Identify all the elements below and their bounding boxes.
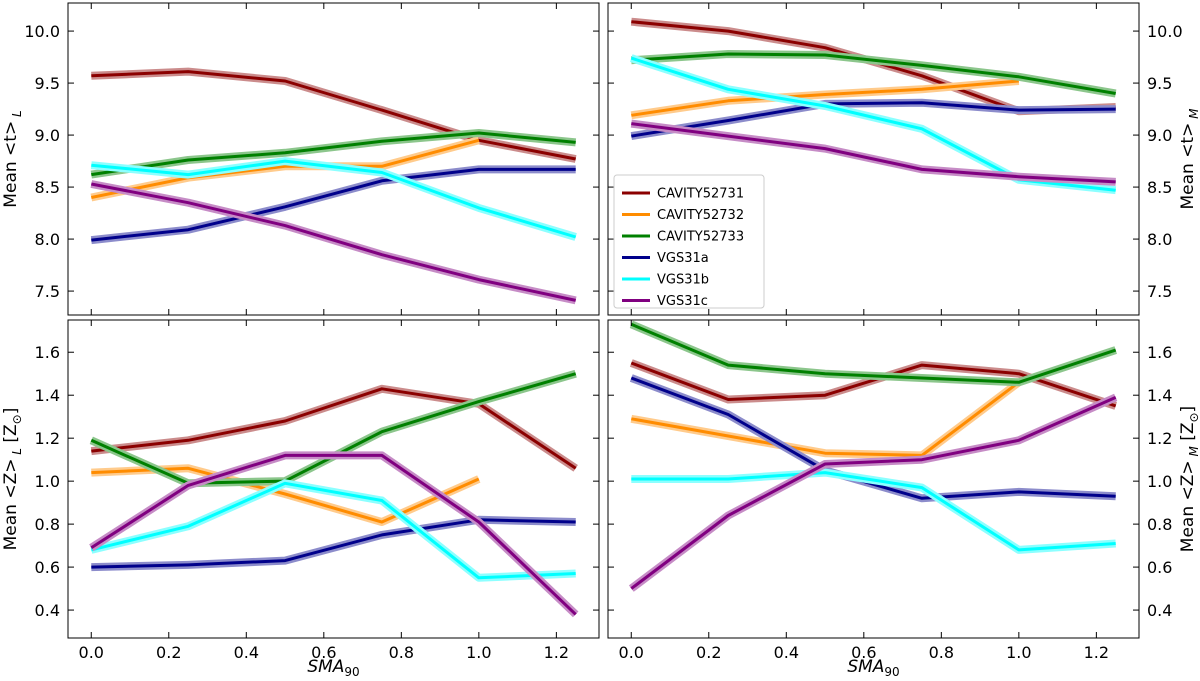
x-tick-label: 0.4 <box>774 643 799 662</box>
panel-frame <box>607 319 1140 639</box>
x-tick-label: 1.2 <box>544 643 569 662</box>
legend-label: CAVITY52732 <box>657 208 744 223</box>
line-cavity52732 <box>631 381 1020 457</box>
y-tick-label: 1.6 <box>1147 343 1172 362</box>
y-axis-label: Mean <Z> M [Z⊙] <box>1178 406 1200 552</box>
line-vgs31c <box>91 182 577 302</box>
legend-box <box>613 174 765 309</box>
x-tick-label: 0.8 <box>929 643 954 662</box>
y-tick-label: 1.6 <box>35 343 60 362</box>
x-tick-label: 1.0 <box>1006 643 1031 662</box>
legend: CAVITY52731 CAVITY52732 CAVITY52733 VGS31a V… <box>613 174 765 309</box>
y-tick-label: 0.4 <box>1147 601 1172 620</box>
x-tick-label: 0.0 <box>79 643 104 662</box>
x-axis-label: SMA90 <box>307 657 359 679</box>
y-tick-label: 9.5 <box>35 74 60 93</box>
line-cavity52731 <box>91 70 576 161</box>
x-tick-label: 0.4 <box>234 643 259 662</box>
panel-age-light: 7.5 8.0 8.5 9.0 9.5 10.0 Mean <t> L <box>1 2 600 316</box>
y-axis-label: Mean <Z> L [Z⊙] <box>1 408 24 551</box>
x-tick-label: 1.2 <box>1084 643 1109 662</box>
line-vgs31c <box>90 453 577 616</box>
y-tick-label: 0.8 <box>35 515 60 534</box>
legend-label: VGS31a <box>657 251 709 266</box>
line-vgs31c <box>631 122 1116 184</box>
y-tick-label: 0.8 <box>1147 515 1172 534</box>
panel-frame <box>67 2 600 316</box>
y-tick-label: 1.2 <box>35 429 60 448</box>
line-vgs31b <box>90 481 576 580</box>
line-vgs31a <box>91 518 576 569</box>
y-tick-label: 9.0 <box>1147 126 1172 145</box>
x-tick-label: 0.0 <box>619 643 644 662</box>
y-tick-label: 0.6 <box>1147 558 1172 577</box>
x-tick-label: 1.0 <box>466 643 491 662</box>
x-tick-label: 0.2 <box>696 643 721 662</box>
panel-metallicity-mass: 0.0 0.2 0.4 0.6 0.8 1.0 1.2 0.4 0.6 0.8 1.0 1.2 1.4 1… <box>607 319 1200 679</box>
x-tick-label: 0.6 <box>311 643 336 662</box>
y-tick-label: 8.5 <box>35 178 60 197</box>
legend-label: VGS31b <box>657 273 709 288</box>
y-tick-label: 1.4 <box>35 386 60 405</box>
line-cavity52732 <box>631 79 1019 117</box>
y-axis-label: Mean <t> L <box>1 110 24 207</box>
line-cavity52731 <box>631 20 1116 113</box>
line-cavity52731 <box>91 387 577 470</box>
y-tick-label: 10.0 <box>24 22 60 41</box>
x-tick-label: 0.6 <box>851 643 876 662</box>
y-tick-label: 8.0 <box>35 230 60 249</box>
x-tick-label: 0.2 <box>156 643 181 662</box>
y-tick-label: 0.6 <box>35 558 60 577</box>
line-vgs31a <box>91 167 576 242</box>
y-tick-label: 7.5 <box>35 282 60 301</box>
x-tick-label: 0.8 <box>389 643 414 662</box>
line-vgs31b <box>91 159 577 239</box>
line-vgs31c <box>630 396 1117 590</box>
line-cavity52733 <box>631 52 1116 95</box>
line-cavity52732 <box>90 138 480 199</box>
line-cavity52733 <box>91 131 576 177</box>
legend-label: CAVITY52733 <box>657 230 744 245</box>
legend-label: CAVITY52731 <box>657 187 744 202</box>
y-axis-label: Mean <t> M <box>1178 108 1200 210</box>
y-tick-label: 10.0 <box>1147 22 1183 41</box>
y-tick-label: 8.0 <box>1147 230 1172 249</box>
y-tick-label: 9.5 <box>1147 74 1172 93</box>
band-cavity52731 <box>629 359 1117 410</box>
line-vgs31a <box>630 376 1116 500</box>
y-tick-label: 1.0 <box>1147 472 1172 491</box>
panel-frame <box>67 319 600 639</box>
y-tick-label: 0.4 <box>35 601 60 620</box>
line-vgs31a <box>631 101 1116 138</box>
y-tick-label: 1.2 <box>1147 429 1172 448</box>
legend-label: VGS31c <box>657 294 708 309</box>
y-tick-label: 7.5 <box>1147 282 1172 301</box>
y-tick-label: 1.4 <box>1147 386 1172 405</box>
y-tick-label: 9.0 <box>35 126 60 145</box>
panel-frame <box>607 2 1140 316</box>
y-tick-label: 8.5 <box>1147 178 1172 197</box>
band-cavity52731 <box>630 17 1116 116</box>
line-cavity52733 <box>630 322 1117 384</box>
line-vgs31b <box>631 471 1116 552</box>
band-vgs31c <box>90 180 577 305</box>
x-axis-label: SMA90 <box>847 657 899 679</box>
panel-age-mass: 7.5 8.0 8.5 9.0 9.5 10.0 Mean <t> M <box>607 2 1200 316</box>
panel-metallicity-light: 0.0 0.2 0.4 0.6 0.8 1.0 1.2 0.4 0.6 0.8 1.0 1.2 1.4 1… <box>1 319 600 679</box>
y-tick-label: 1.0 <box>35 472 60 491</box>
